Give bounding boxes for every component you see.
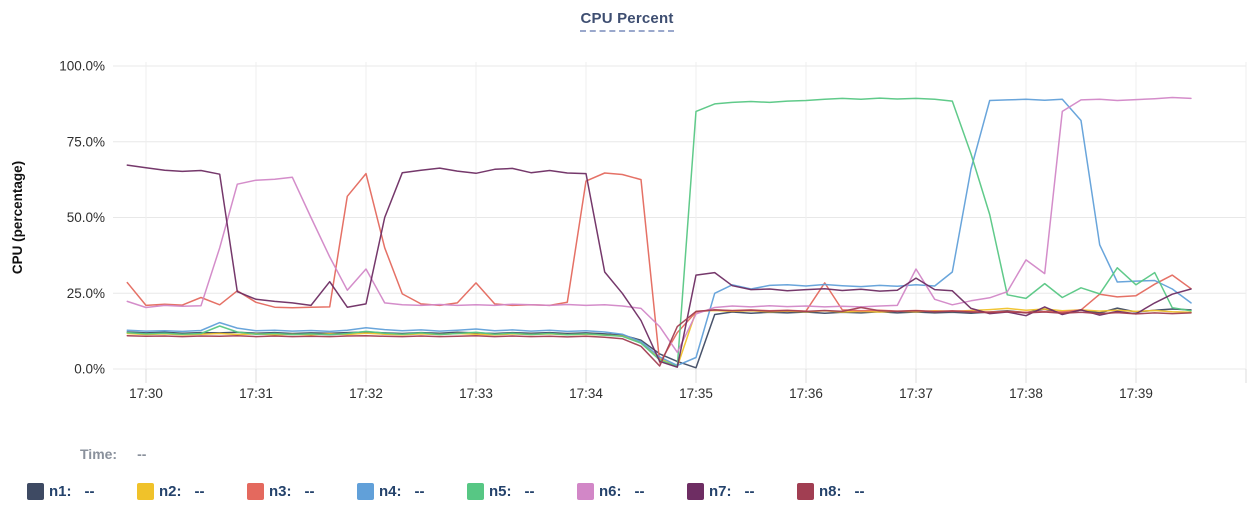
y-axis-title: CPU (percentage) bbox=[10, 161, 25, 274]
legend-item-n2[interactable]: n2: -- bbox=[137, 483, 247, 500]
x-tick-label: 17:30 bbox=[129, 386, 163, 401]
legend-value: -- bbox=[854, 483, 865, 500]
x-tick-label: 17:31 bbox=[239, 386, 273, 401]
legend-swatch-n5 bbox=[467, 483, 484, 500]
legend-value: -- bbox=[634, 483, 645, 500]
x-tick-label: 17:34 bbox=[569, 386, 603, 401]
legend-label: n4: bbox=[379, 483, 402, 500]
x-tick-label: 17:39 bbox=[1119, 386, 1153, 401]
legend-value: -- bbox=[744, 483, 755, 500]
legend-value: -- bbox=[524, 483, 535, 500]
cpu-chart-canvas[interactable]: 100.0% 75.0% 50.0% 25.0% 0.0% 17:30 17:31 17:32… bbox=[0, 0, 1254, 418]
time-value: -- bbox=[137, 446, 147, 462]
legend-swatch-n4 bbox=[357, 483, 374, 500]
legend-label: n8: bbox=[819, 483, 842, 500]
y-tick-label: 100.0% bbox=[59, 59, 105, 74]
legend-item-n7[interactable]: n7: -- bbox=[687, 483, 797, 500]
legend-item-n1[interactable]: n1: -- bbox=[27, 483, 137, 500]
series-line-n6 bbox=[126, 96, 1192, 354]
chart-title-wrap: CPU Percent bbox=[0, 10, 1254, 32]
y-tick-label: 75.0% bbox=[67, 134, 105, 149]
series-line-n7 bbox=[126, 164, 1192, 368]
legend-item-n6[interactable]: n6: -- bbox=[577, 483, 687, 500]
legend-label: n1: bbox=[49, 483, 72, 500]
legend-item-n8[interactable]: n8: -- bbox=[797, 483, 907, 500]
legend-value: -- bbox=[304, 483, 315, 500]
x-tick-label: 17:33 bbox=[459, 386, 493, 401]
x-tick-label: 17:38 bbox=[1009, 386, 1043, 401]
chart-legend: n1: -- n2: -- n3: -- n4: -- n5: -- n6: -- n7: -- n8: -- bbox=[27, 483, 907, 500]
y-tick-label: 50.0% bbox=[67, 210, 105, 225]
y-tick-label: 0.0% bbox=[74, 362, 105, 377]
x-tick-label: 17:35 bbox=[679, 386, 713, 401]
time-readout: Time: -- bbox=[80, 446, 146, 462]
x-tick-label: 17:32 bbox=[349, 386, 383, 401]
legend-label: n3: bbox=[269, 483, 292, 500]
series-line-n4 bbox=[126, 98, 1192, 367]
legend-item-n5[interactable]: n5: -- bbox=[467, 483, 577, 500]
legend-swatch-n6 bbox=[577, 483, 594, 500]
time-label: Time: bbox=[80, 446, 118, 462]
series-line-n8 bbox=[126, 306, 1192, 367]
legend-value: -- bbox=[84, 483, 95, 500]
legend-value: -- bbox=[194, 483, 205, 500]
legend-swatch-n3 bbox=[247, 483, 264, 500]
x-tick-label: 17:37 bbox=[899, 386, 933, 401]
legend-value: -- bbox=[414, 483, 425, 500]
legend-item-n4[interactable]: n4: -- bbox=[357, 483, 467, 500]
legend-label: n2: bbox=[159, 483, 182, 500]
legend-label: n7: bbox=[709, 483, 732, 500]
legend-label: n5: bbox=[489, 483, 512, 500]
legend-swatch-n7 bbox=[687, 483, 704, 500]
page-title: CPU Percent bbox=[580, 10, 674, 32]
legend-swatch-n2 bbox=[137, 483, 154, 500]
legend-swatch-n1 bbox=[27, 483, 44, 500]
legend-item-n3[interactable]: n3: -- bbox=[247, 483, 357, 500]
y-tick-label: 25.0% bbox=[67, 286, 105, 301]
legend-label: n6: bbox=[599, 483, 622, 500]
legend-swatch-n8 bbox=[797, 483, 814, 500]
x-tick-label: 17:36 bbox=[789, 386, 823, 401]
